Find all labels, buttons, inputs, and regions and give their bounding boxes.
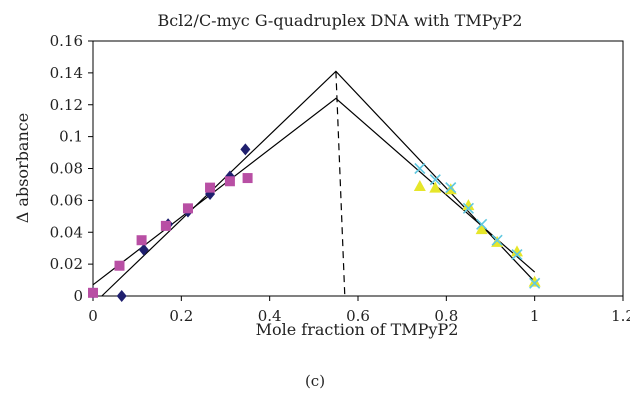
diamond-point (138, 243, 149, 256)
fit-line (92, 97, 536, 286)
x-axis-title: Mole fraction of TMPyP2 (256, 320, 459, 339)
triangle-point (528, 275, 541, 287)
triangle-point (462, 199, 475, 211)
x-point (529, 277, 541, 289)
x-tick-label: 0.4 (258, 307, 282, 325)
data-points (88, 143, 541, 302)
y-axis: 0 0.02 0.04 0.06 0.08 0.1 0.12 0.14 0.16 (50, 32, 93, 305)
y-tick-label: 0.16 (50, 32, 83, 50)
x-point (445, 182, 457, 194)
x-tick-label: 1.2 (611, 307, 630, 325)
x-point (462, 202, 474, 214)
triangle-point (429, 181, 442, 193)
x-tick-label: 0.2 (169, 307, 193, 325)
triangle-point (511, 245, 523, 257)
square-point (160, 220, 171, 231)
square-point (114, 260, 125, 271)
chart-title: Bcl2/C-myc G-quadruplex DNA with TMPyP2 (158, 11, 523, 30)
y-tick-label: 0.1 (59, 128, 83, 146)
x-point (491, 234, 503, 246)
square-point (182, 203, 193, 214)
fit-line (101, 70, 536, 297)
fit-lines (92, 70, 536, 297)
square-point (205, 182, 216, 193)
y-tick-label: 0.06 (50, 191, 83, 209)
x-tick-label: 0.8 (434, 307, 458, 325)
y-tick-label: 0.08 (50, 160, 83, 178)
x-tick-label: 0 (88, 307, 98, 325)
x-point (429, 174, 441, 186)
y-tick-label: 0.12 (50, 96, 83, 114)
plot-frame (92, 40, 624, 297)
x-point (476, 218, 488, 230)
triangle-point (475, 223, 488, 235)
job-plot-chart: Bcl2/C-myc G-quadruplex DNA with TMPyP2 … (13, 11, 630, 339)
triangle-point (413, 180, 426, 192)
y-tick-label: 0.04 (50, 223, 83, 241)
square-point (242, 173, 253, 184)
square-point (224, 176, 235, 187)
y-tick-label: 0.02 (50, 255, 83, 273)
x-axis: 0 0.2 0.4 0.6 0.8 1 1.2 (88, 296, 630, 325)
figure-caption: (c) (304, 372, 326, 390)
y-tick-label: 0 (73, 287, 83, 305)
square-point (88, 287, 98, 298)
x-point (414, 162, 426, 175)
diamond-point (240, 143, 251, 156)
square-point (136, 235, 147, 246)
x-point (511, 248, 523, 261)
y-tick-label: 0.14 (50, 64, 83, 82)
x-tick-label: 1 (530, 307, 540, 325)
y-axis-title: Δ absorbance (13, 113, 32, 223)
x-tick-label: 0.6 (346, 307, 370, 325)
diamond-point (116, 290, 127, 302)
fit-line (335, 71, 346, 297)
